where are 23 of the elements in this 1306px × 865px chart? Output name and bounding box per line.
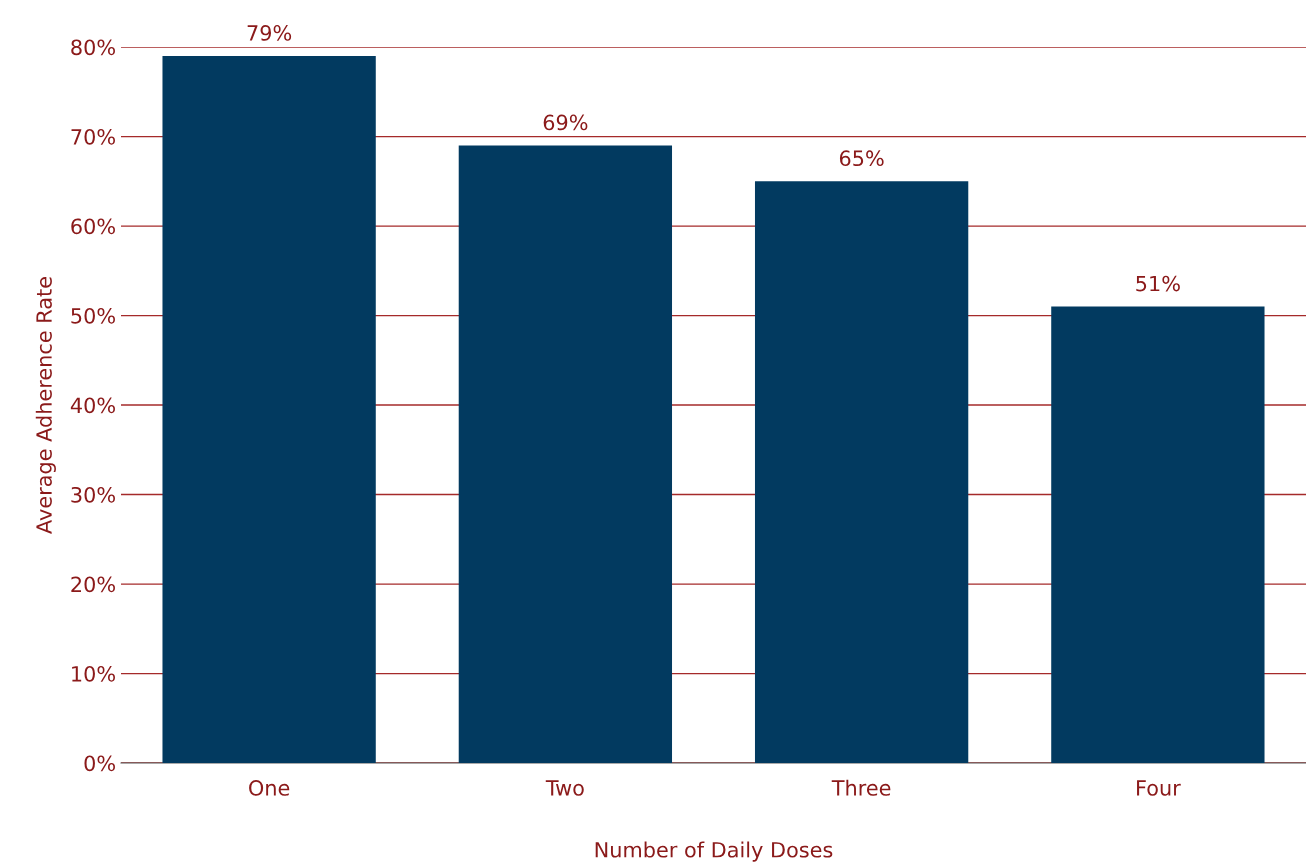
y-tick-label: 80% — [71, 39, 115, 56]
y-tick-label: 10% — [72, 665, 115, 682]
y-tick-label: 60% — [71, 218, 115, 235]
bar — [162, 55, 376, 763]
x-tick-label: One — [249, 780, 290, 796]
bar — [458, 145, 673, 763]
data-label: 79% — [247, 25, 292, 41]
x-axis-title: Number of Daily Doses — [595, 841, 833, 862]
y-tick-label: 70% — [71, 128, 115, 145]
x-tick-label: Four — [1137, 780, 1181, 796]
bar — [754, 181, 969, 763]
y-tick-label: 50% — [71, 307, 115, 324]
y-tick-label: 30% — [71, 486, 115, 503]
y-tick-label: 40% — [70, 397, 115, 414]
x-tick-label: Two — [545, 780, 584, 796]
x-tick-label: Three — [831, 779, 891, 796]
data-label: 51% — [1136, 275, 1180, 292]
data-label: 65% — [839, 150, 884, 167]
y-tick-label: 0% — [84, 755, 115, 772]
y-tick-label: 20% — [71, 576, 115, 593]
data-label: 69% — [543, 114, 588, 131]
y-axis-title: Average Adherence Rate — [35, 277, 56, 534]
bar — [1051, 306, 1265, 763]
